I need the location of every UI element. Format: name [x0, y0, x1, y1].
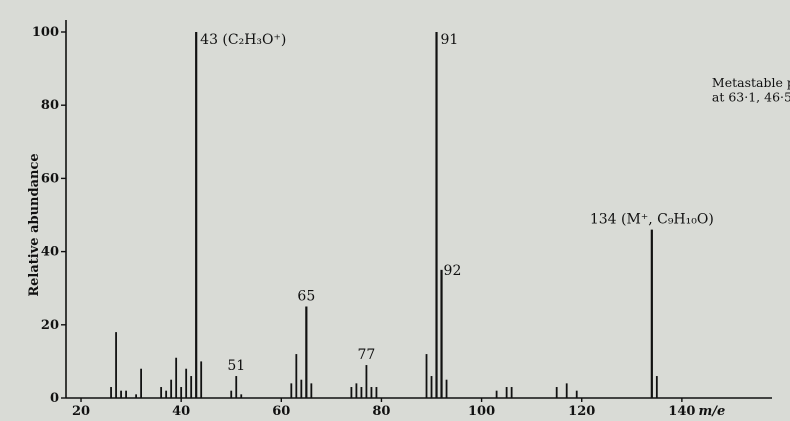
metastable-annotation-title: Metastable peaks [712, 75, 790, 90]
x-tick-label: 80 [372, 404, 390, 419]
peak-label: 134 (M⁺, C₉H₁₀O) [590, 212, 714, 228]
x-tick-label: 20 [72, 404, 90, 419]
peak-label: 77 [358, 347, 376, 363]
metastable-annotation-values: at 63·1, 46·5 [712, 90, 790, 105]
x-tick-label: 60 [272, 404, 290, 419]
y-tick-label: 100 [32, 25, 59, 40]
y-tick-label: 20 [41, 318, 59, 333]
peak-label: 51 [227, 358, 245, 374]
x-axis-title: m/e [699, 404, 726, 419]
x-tick-label: 40 [172, 404, 190, 419]
peak-label: 91 [441, 32, 459, 48]
y-axis-title: Relative abundance [27, 153, 42, 296]
x-tick-label: 140 [668, 404, 695, 419]
peak-label: 43 (C₂H₃O⁺) [200, 32, 286, 48]
x-tick-label: 120 [568, 404, 595, 419]
y-tick-label: 60 [41, 171, 59, 186]
y-tick-label: 0 [50, 391, 59, 406]
peak-label: 92 [444, 263, 462, 279]
y-tick-label: 40 [41, 245, 59, 260]
y-tick-label: 80 [41, 98, 59, 113]
peak-label: 65 [297, 289, 315, 305]
x-tick-label: 100 [468, 404, 495, 419]
